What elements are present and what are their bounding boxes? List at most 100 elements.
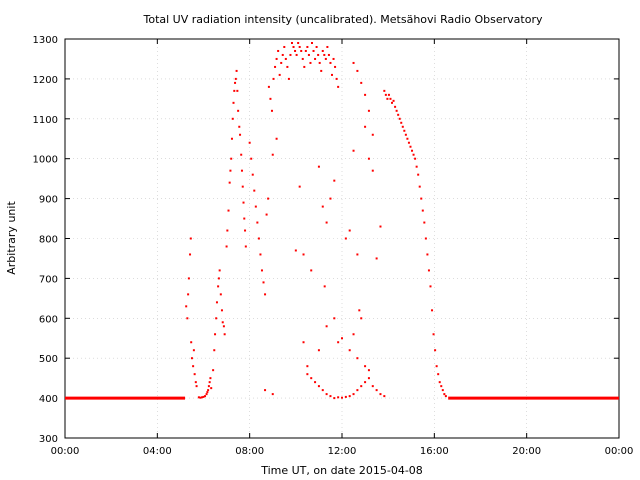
data-point	[301, 57, 304, 60]
data-point	[187, 277, 190, 280]
data-point	[317, 349, 320, 352]
data-point	[427, 269, 430, 272]
y-tick-label: 300	[39, 434, 58, 445]
data-point	[265, 213, 268, 216]
data-point	[218, 269, 221, 272]
data-point	[192, 349, 195, 352]
data-point	[337, 341, 340, 344]
data-point	[259, 253, 262, 256]
data-point	[440, 385, 443, 388]
data-point	[360, 317, 363, 320]
data-point	[310, 41, 313, 44]
data-point	[237, 109, 240, 112]
data-point	[195, 385, 198, 388]
data-point	[240, 169, 243, 172]
data-point	[367, 377, 370, 380]
data-point	[290, 41, 293, 44]
data-point	[321, 49, 324, 52]
data-point	[358, 309, 361, 312]
data-point	[341, 396, 343, 399]
data-point	[387, 93, 390, 96]
data-point	[307, 53, 310, 56]
data-point	[281, 53, 284, 56]
data-point	[435, 365, 438, 368]
data-point	[231, 117, 234, 120]
data-point	[326, 45, 329, 48]
data-point	[320, 69, 323, 72]
data-point	[223, 333, 226, 336]
data-point	[395, 109, 398, 112]
data-point	[407, 141, 410, 144]
data-point	[212, 369, 215, 372]
data-point	[389, 97, 392, 100]
data-point	[404, 133, 407, 136]
data-point	[400, 121, 403, 124]
data-point	[367, 369, 370, 372]
data-point	[414, 157, 417, 160]
data-point	[207, 389, 210, 392]
y-tick-label: 700	[39, 274, 58, 285]
data-point	[242, 201, 245, 204]
data-point	[217, 285, 220, 288]
data-point	[441, 389, 444, 392]
data-point	[303, 65, 306, 68]
data-point	[226, 229, 229, 232]
data-point	[392, 99, 395, 102]
data-point	[426, 253, 429, 256]
data-point	[186, 317, 189, 320]
data-point	[306, 45, 309, 48]
data-point	[280, 61, 283, 64]
data-point	[294, 249, 297, 252]
data-point	[352, 393, 355, 396]
data-point	[317, 53, 320, 56]
data-point	[321, 389, 324, 392]
data-point	[190, 357, 193, 360]
data-point	[202, 395, 205, 398]
data-point	[221, 321, 224, 324]
data-point	[235, 69, 238, 72]
data-point	[348, 349, 351, 352]
y-tick-label: 800	[39, 235, 58, 246]
data-point	[270, 109, 273, 112]
data-point	[298, 185, 301, 188]
data-point	[239, 133, 242, 136]
data-point	[348, 229, 351, 232]
data-point	[194, 381, 197, 384]
data-point	[371, 385, 374, 388]
data-point	[272, 77, 275, 80]
data-point	[323, 285, 326, 288]
data-point	[262, 281, 265, 284]
data-point	[334, 65, 337, 68]
data-point	[260, 269, 263, 272]
data-point	[415, 165, 418, 168]
data-point	[333, 317, 336, 320]
data-point	[306, 365, 309, 368]
data-point	[199, 396, 202, 399]
data-point	[306, 373, 309, 376]
data-point	[292, 45, 295, 48]
data-point	[317, 385, 320, 388]
data-point	[253, 189, 256, 192]
x-tick-label: 00:00	[51, 446, 80, 457]
data-point	[208, 381, 211, 384]
data-point	[344, 237, 347, 240]
data-point	[286, 65, 289, 68]
data-point	[386, 97, 389, 100]
data-point	[327, 53, 330, 56]
data-point	[371, 133, 374, 136]
data-point	[332, 57, 335, 60]
data-point	[384, 93, 387, 96]
data-point	[213, 349, 216, 352]
data-point	[360, 81, 363, 84]
data-point	[321, 205, 324, 208]
data-point	[360, 385, 363, 388]
data-point	[217, 277, 220, 280]
data-point	[325, 221, 328, 224]
data-point	[364, 125, 367, 128]
data-point	[364, 365, 367, 368]
data-point	[418, 185, 421, 188]
data-point	[207, 385, 210, 388]
data-point	[241, 185, 244, 188]
data-point	[289, 53, 292, 56]
